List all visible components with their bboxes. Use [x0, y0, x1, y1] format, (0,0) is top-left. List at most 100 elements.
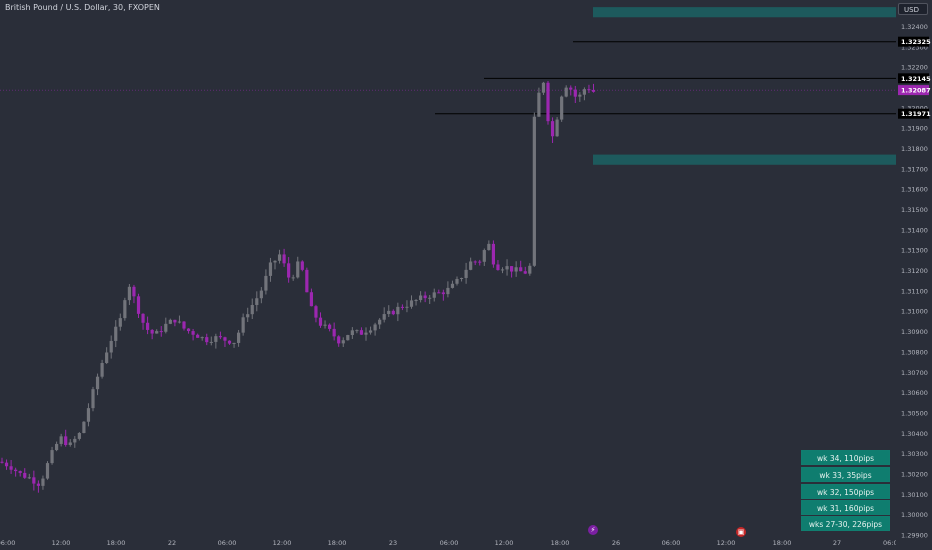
candle	[510, 266, 514, 278]
price-tick: 1.32300	[901, 43, 928, 51]
candle	[359, 327, 364, 335]
candle	[123, 297, 127, 321]
candle	[118, 313, 122, 331]
time-tick: 12:00	[495, 539, 514, 547]
candle	[32, 470, 36, 491]
price-tick: 1.30800	[901, 348, 928, 356]
candle	[582, 87, 586, 101]
time-tick: 06:0	[883, 539, 896, 547]
price-label: 1.32087	[901, 87, 931, 95]
zone-0[interactable]	[593, 7, 896, 18]
candle	[255, 291, 259, 312]
candle	[218, 331, 222, 340]
candle	[86, 403, 91, 427]
chart-title: British Pound / U.S. Dollar, 30, FXOPEN	[5, 3, 160, 12]
candle	[45, 461, 50, 480]
candle	[250, 298, 254, 319]
candle	[537, 87, 541, 117]
candle	[496, 260, 500, 271]
candle	[0, 457, 4, 464]
info-box-0: wk 34, 110pips	[801, 450, 890, 465]
price-label-bg	[898, 36, 929, 47]
candle	[186, 328, 191, 334]
price-tick: 1.31800	[901, 145, 928, 153]
time-tick: 06:00	[440, 539, 459, 547]
price-tick: 1.31200	[901, 267, 928, 275]
candle	[578, 92, 582, 102]
price-label: 1.32325	[901, 38, 931, 46]
candle	[4, 459, 9, 470]
price-label: 1.31971	[901, 110, 931, 118]
candle	[528, 263, 532, 276]
candle	[196, 333, 200, 338]
candle	[532, 112, 536, 267]
candle	[414, 299, 418, 306]
candle	[396, 302, 400, 322]
candle	[514, 261, 518, 277]
price-tick: 1.32000	[901, 104, 928, 112]
price-chart[interactable]	[0, 0, 896, 550]
candle	[141, 313, 145, 330]
info-box-1: wk 33, 35pips	[801, 467, 890, 482]
event-flag-icon[interactable]: ⚡	[588, 525, 598, 535]
price-tick: 1.31100	[901, 287, 928, 295]
candle	[437, 289, 441, 294]
price-tick: 1.30100	[901, 491, 928, 499]
candle	[209, 336, 213, 346]
candle	[305, 267, 309, 293]
candle	[309, 288, 313, 307]
candle	[400, 304, 404, 311]
candle	[450, 280, 455, 289]
candle	[282, 248, 286, 267]
candle	[378, 318, 382, 329]
event-calendar-icon[interactable]: ▣	[736, 527, 746, 537]
time-tick: 22	[168, 539, 176, 547]
candle	[428, 294, 432, 304]
candle	[136, 293, 141, 319]
candle	[164, 317, 168, 334]
candle	[382, 307, 386, 323]
time-tick: 18:00	[328, 539, 347, 547]
price-tick: 1.30600	[901, 389, 928, 397]
candle	[464, 262, 468, 284]
price-tick: 1.30700	[901, 369, 928, 377]
candle	[441, 289, 445, 301]
zone-1[interactable]	[593, 154, 896, 165]
candle	[59, 433, 63, 447]
candle	[432, 288, 436, 302]
candle	[14, 467, 18, 477]
price-axis[interactable]: 1.32400 1.32300 1.32200 1.32000 1.31900 1.318…	[896, 0, 932, 550]
time-tick: 23	[389, 539, 397, 547]
currency-button[interactable]: USD	[898, 3, 928, 15]
time-axis[interactable]: 06:00 12:00 18:00 22 06:00 12:00 18:00 23 06:00 1…	[0, 535, 896, 550]
candle	[68, 439, 72, 447]
candle	[459, 277, 464, 282]
candle	[268, 257, 273, 282]
candle	[318, 312, 323, 328]
candle-layer	[0, 80, 596, 493]
price-tick: 1.30400	[901, 430, 928, 438]
candle	[409, 295, 414, 309]
candle	[446, 281, 450, 298]
candle	[23, 468, 27, 479]
time-tick: 12:00	[52, 539, 71, 547]
candle	[277, 249, 282, 264]
candle	[569, 85, 573, 96]
candle	[287, 257, 291, 283]
price-tick: 1.29900	[901, 532, 928, 540]
price-tick: 1.30500	[901, 409, 928, 417]
candle	[541, 81, 546, 96]
candle	[564, 85, 568, 98]
candle	[391, 309, 395, 316]
time-tick: 06:00	[218, 539, 237, 547]
candle	[77, 432, 81, 441]
candle	[455, 276, 459, 286]
candle	[328, 323, 332, 332]
candle	[368, 326, 373, 335]
candle	[241, 313, 245, 336]
time-tick: 06:00	[662, 539, 681, 547]
candle	[50, 446, 54, 465]
candle	[55, 441, 59, 452]
candle	[246, 307, 250, 323]
candle	[523, 266, 527, 275]
